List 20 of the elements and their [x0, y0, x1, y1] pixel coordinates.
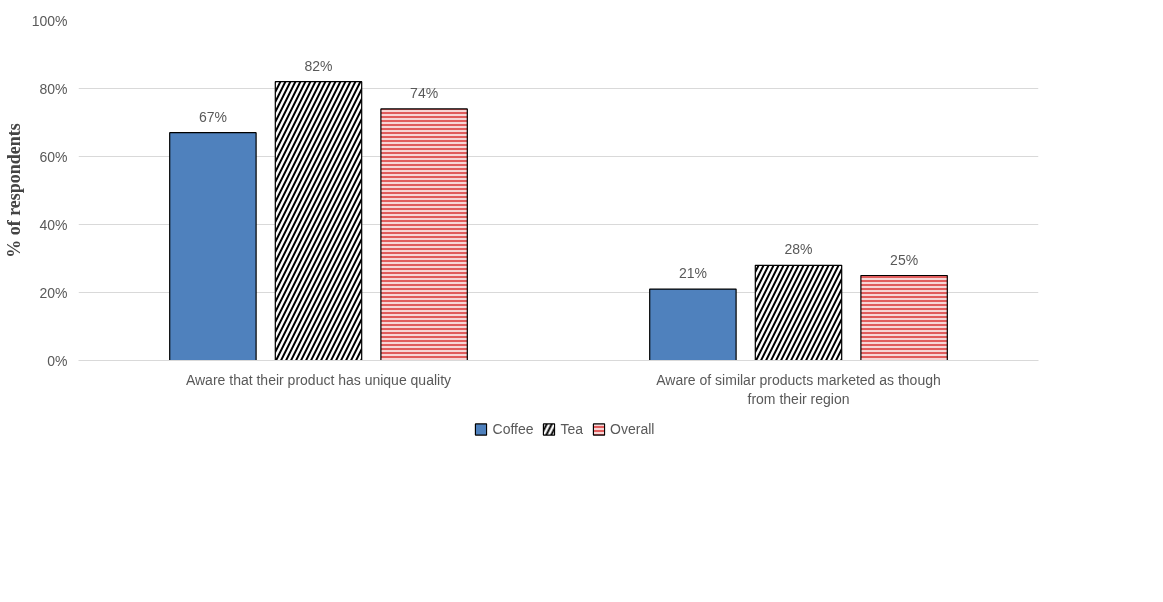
y-tick-label: 40% — [39, 216, 68, 233]
x-tick-label: Aware of similar products marketed as though from their region — [656, 371, 941, 407]
bar — [169, 132, 257, 361]
data-label: 25% — [890, 251, 919, 268]
y-tick-label: 20% — [39, 284, 68, 301]
x-tick-label: Aware that their product has unique quality — [185, 371, 452, 388]
legend-label: Tea — [560, 421, 584, 437]
legend-label: Overall — [610, 421, 655, 437]
legend-label: Coffee — [492, 421, 534, 437]
data-label: 21% — [678, 265, 707, 282]
y-tick-label: 100% — [31, 12, 68, 29]
y-tick-label: 60% — [39, 148, 68, 165]
data-label: 82% — [304, 57, 333, 74]
y-tick-label: 0% — [47, 352, 68, 369]
y-axis-title: % of respondents — [3, 123, 24, 258]
data-label: 67% — [198, 108, 227, 125]
data-label: 28% — [784, 241, 813, 258]
bar — [649, 288, 737, 361]
data-label: 74% — [410, 84, 439, 101]
y-tick-label: 80% — [39, 80, 68, 97]
